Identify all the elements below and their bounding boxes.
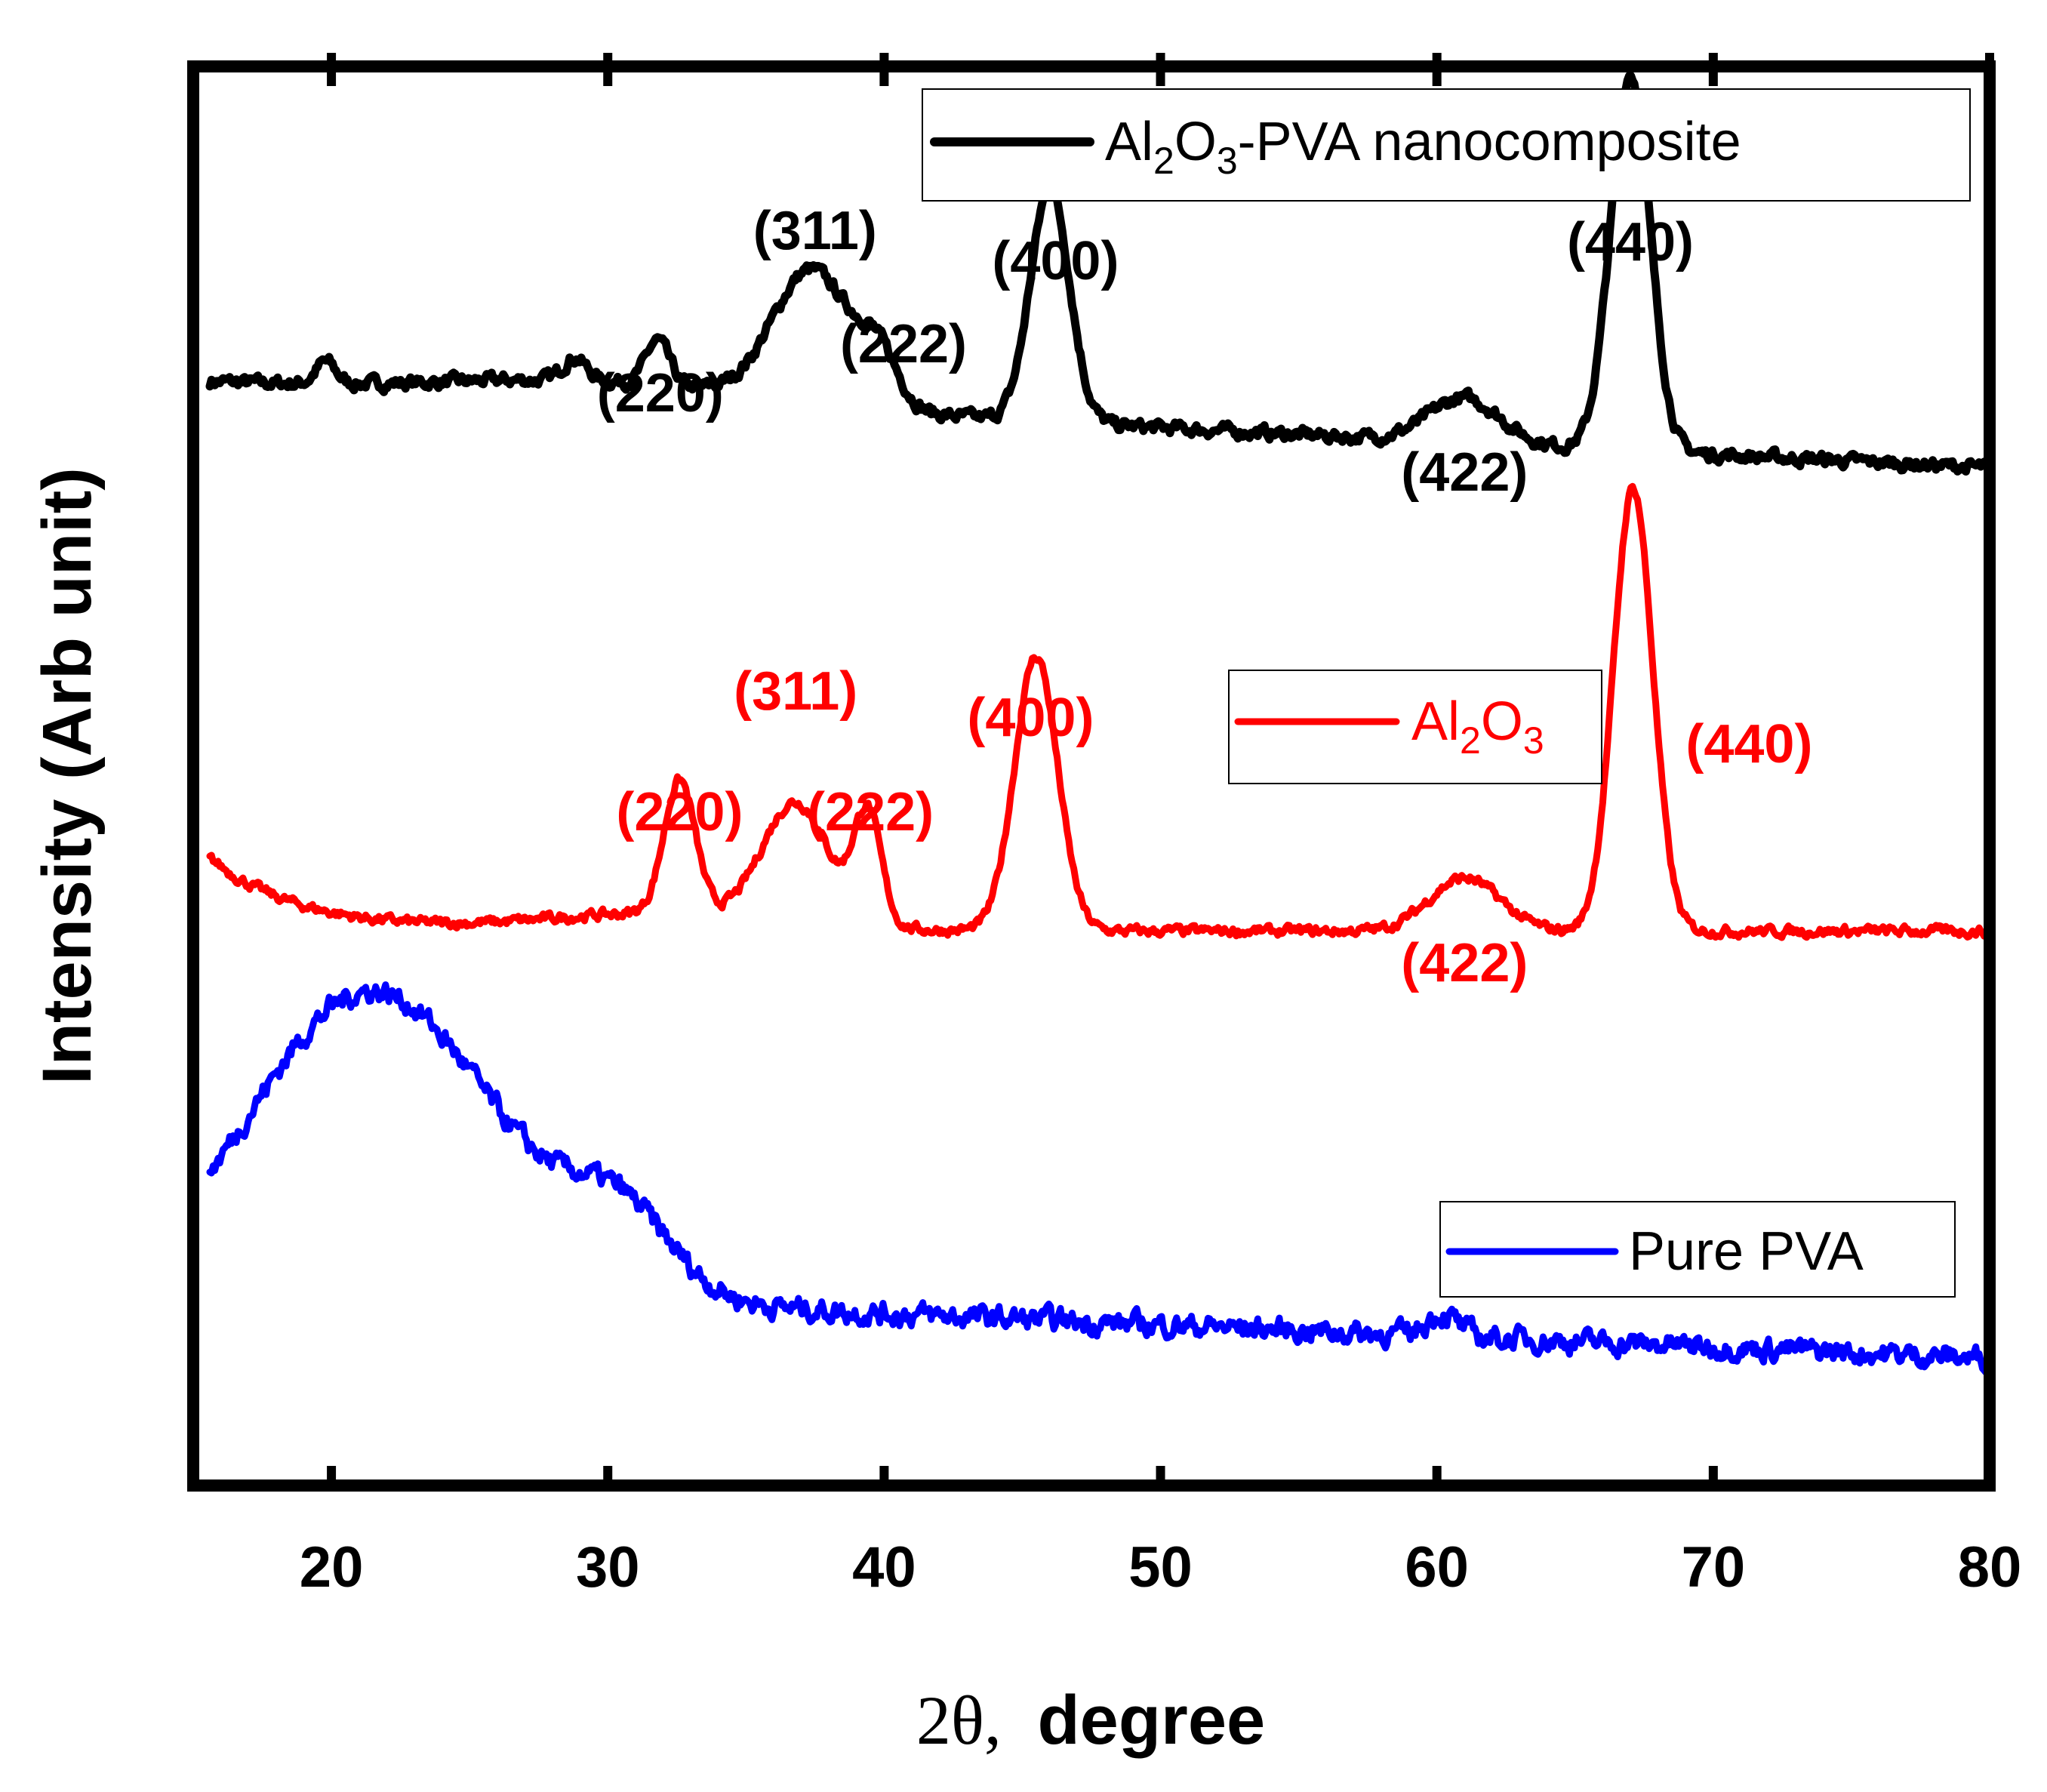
legend-entry-0: Al2O3-PVA nanocomposite [922, 88, 1971, 202]
x-axis-title: 2θ, degree [916, 1682, 1265, 1759]
peak-label-1-5: (440) [1685, 714, 1812, 774]
legend-label-part: 2 [1460, 719, 1481, 762]
legend-label-part: O [1481, 691, 1523, 752]
legend-box-1 [1228, 670, 1602, 784]
plot-frame [187, 60, 1996, 1492]
peak-label-0-4: (422) [1401, 442, 1528, 503]
peak-label-1-4: (422) [1401, 933, 1528, 993]
series-line-2 [206, 981, 1993, 1376]
x-tick-label-2: 40 [852, 1535, 916, 1600]
annotation-layer: (220) (311) (222) (400) (422) (440) (220) (311)… [597, 201, 1813, 993]
legend-label-part: Al [1105, 112, 1153, 172]
series-layer [205, 72, 1993, 1376]
peak-label-0-5: (440) [1567, 212, 1694, 272]
x-axis-title-prefix: 2θ, [916, 1682, 1002, 1759]
legend-label-part: -PVA nanocomposite [1238, 112, 1741, 172]
legend-entry-2: Pure PVA [1439, 1201, 1956, 1298]
legend-label-part: Pure PVA [1629, 1221, 1864, 1282]
legend-label-part: 3 [1523, 719, 1544, 762]
x-tick-label-3: 50 [1128, 1535, 1193, 1600]
peak-label-1-3: (400) [967, 688, 1094, 748]
legend-label-2: Pure PVA [1629, 1221, 1864, 1282]
legend-label-0: Al2O3-PVA nanocomposite [1105, 112, 1741, 182]
series-line-1 [206, 482, 1993, 941]
series-line-0 [205, 72, 1993, 476]
legend-label-part: O [1174, 112, 1217, 172]
x-axis-title-main: degree [1037, 1682, 1265, 1759]
x-tick-label-5: 70 [1682, 1535, 1746, 1600]
peak-label-0-1: (311) [753, 201, 877, 261]
x-tick-label-1: 30 [576, 1535, 640, 1600]
peak-label-1-0: (220) [616, 782, 743, 842]
legend-label-part: 3 [1217, 140, 1238, 182]
legend-box-0 [922, 88, 1971, 202]
peak-label-0-0: (220) [597, 363, 724, 423]
legend-entry-1: Al2O3 [1228, 670, 1602, 784]
legend-label-part: 2 [1153, 140, 1174, 182]
y-axis-title: Intensity (Arb unit) [29, 467, 106, 1085]
ticks-layer: 20 30 40 50 60 70 80 [300, 53, 2021, 1600]
legend-label-part: Al [1411, 691, 1460, 752]
legend-label-1: Al2O3 [1411, 691, 1544, 762]
peak-label-0-3: (400) [992, 231, 1119, 291]
x-tick-label-4: 60 [1405, 1535, 1469, 1600]
peak-label-1-1: (311) [734, 661, 857, 722]
x-tick-label-0: 20 [300, 1535, 364, 1600]
peak-label-0-2: (222) [840, 314, 967, 374]
x-tick-label-6: 80 [1958, 1535, 2022, 1600]
peak-label-1-2: (222) [807, 782, 934, 842]
